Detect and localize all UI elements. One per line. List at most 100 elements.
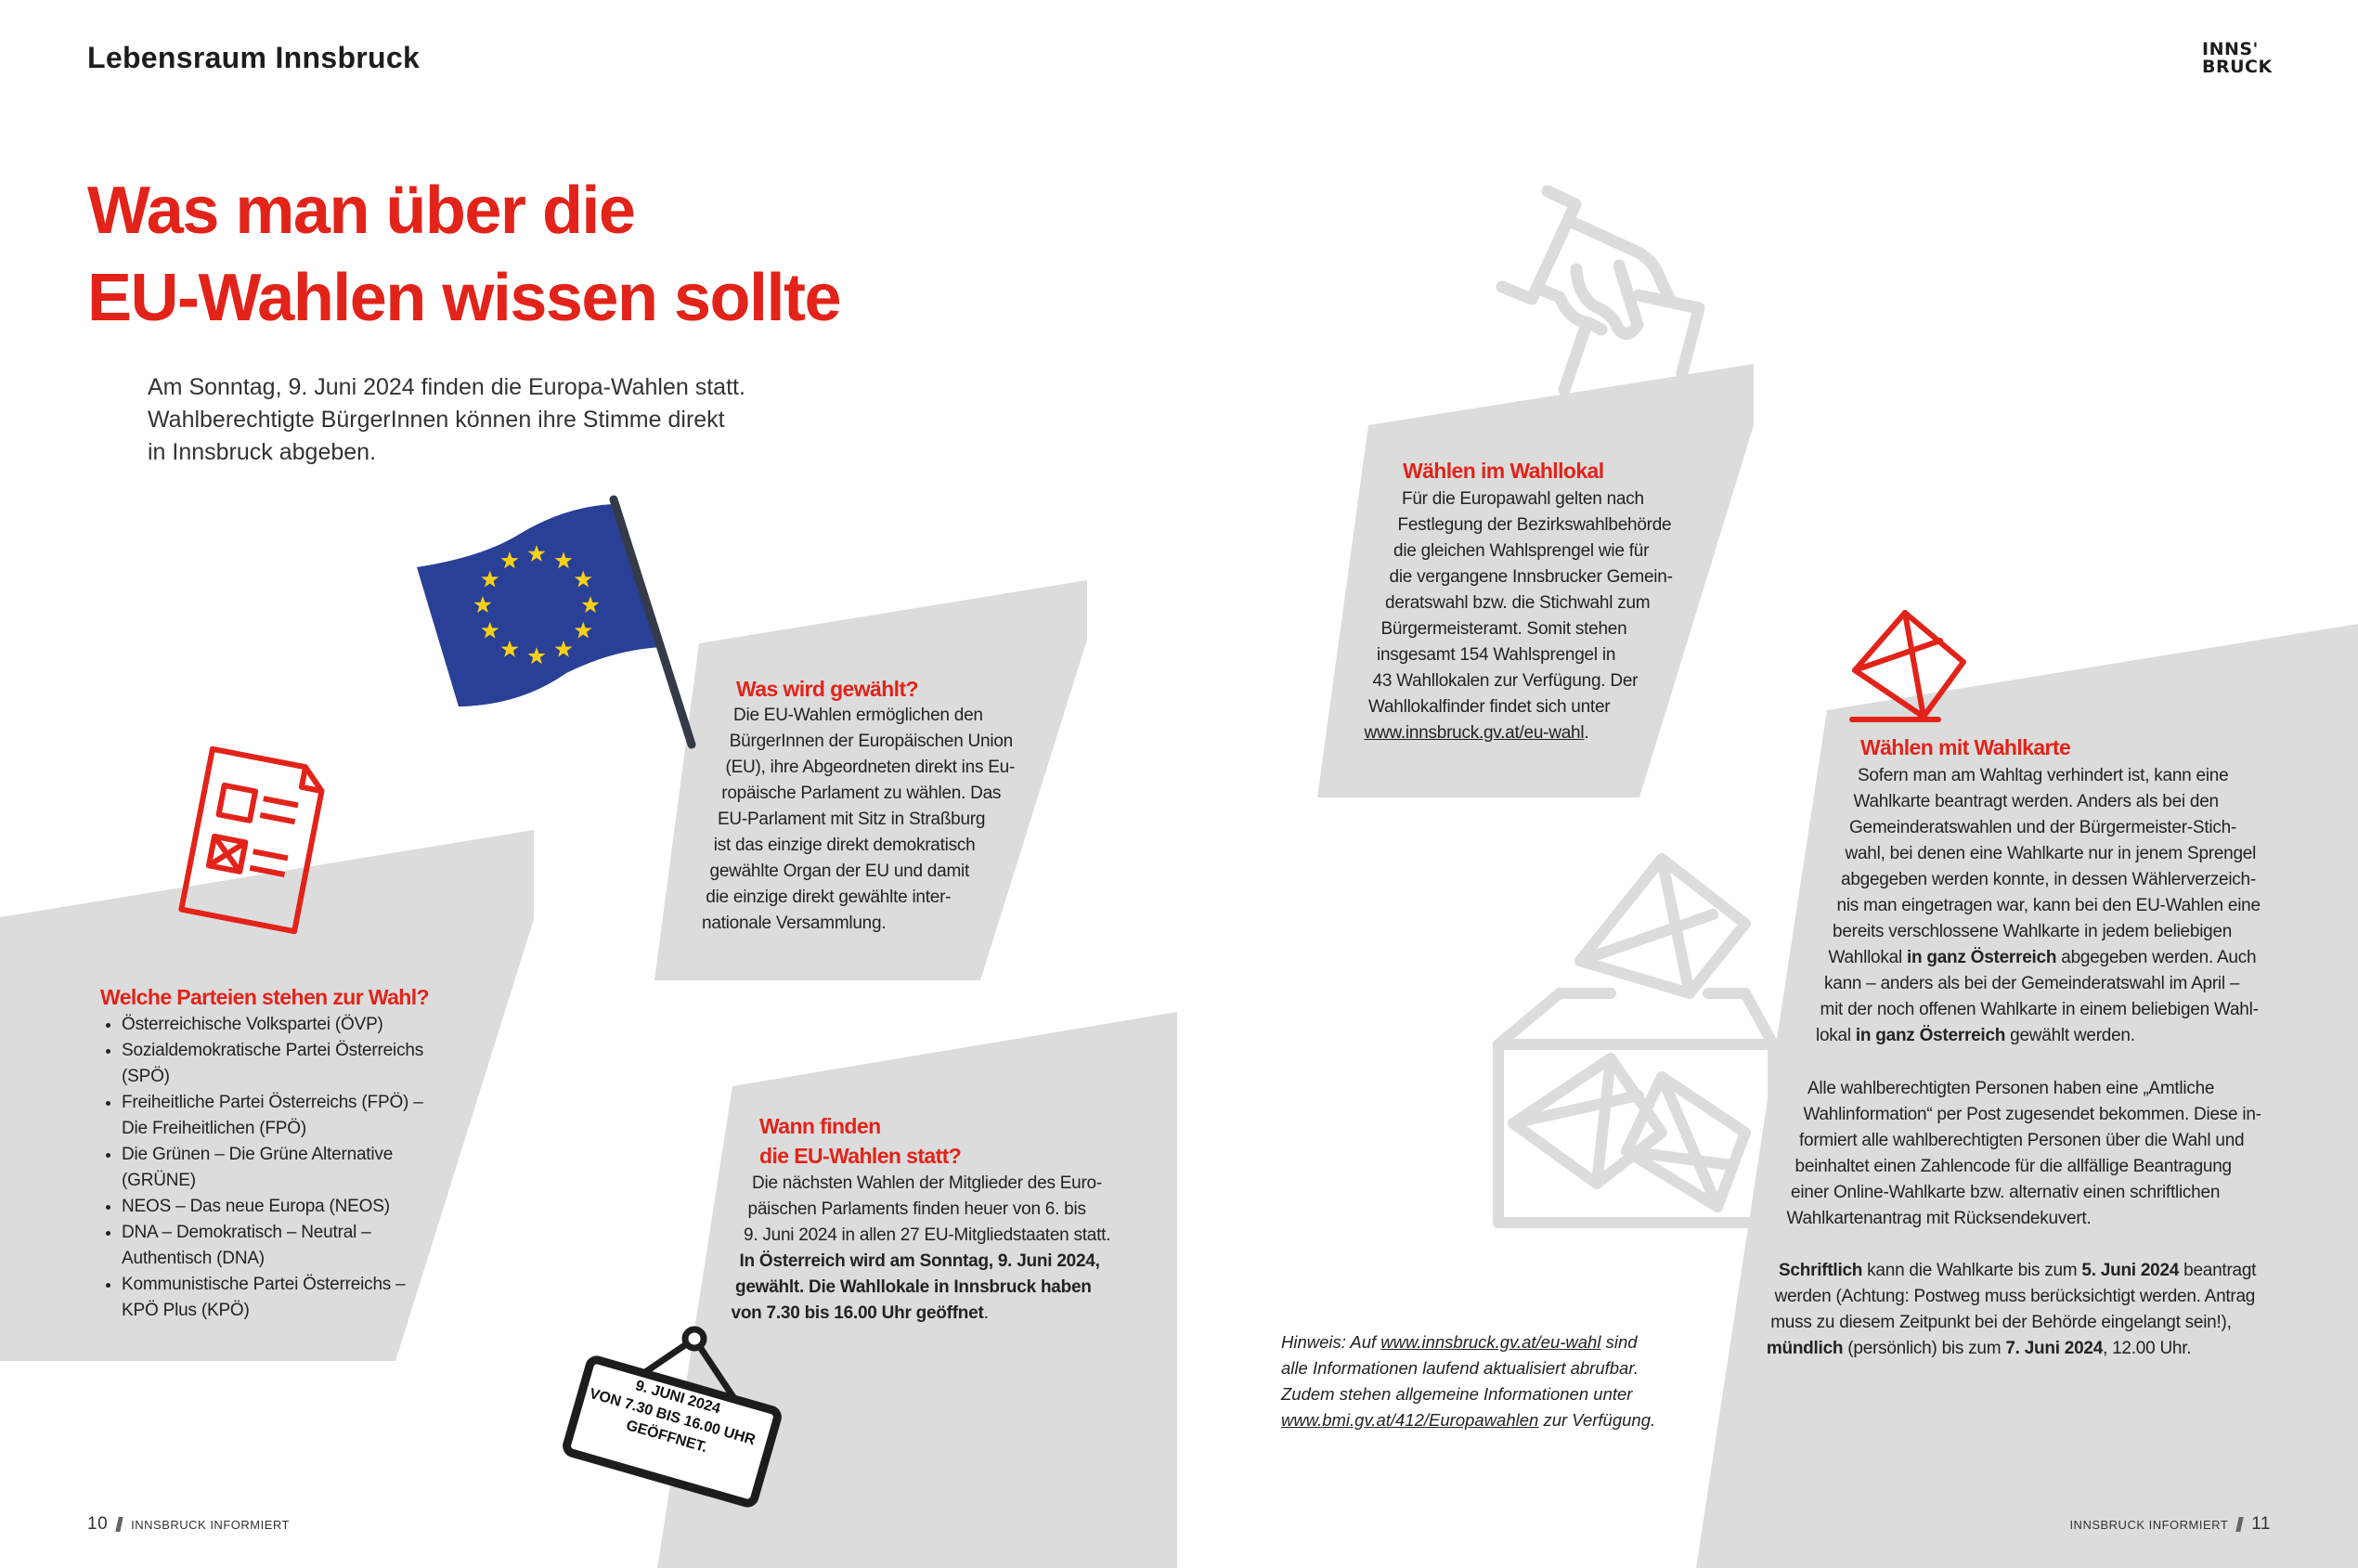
text-line: (EU), ihre Abgeordneten direkt ins Eu- bbox=[725, 758, 1016, 777]
text-line: päischen Parlaments finden heuer von 6. … bbox=[747, 1199, 1086, 1219]
flag-star bbox=[527, 647, 546, 665]
text-line: Wahlkarte beantragt werden. Anders als b… bbox=[1853, 792, 2220, 811]
party-item: Sozialdemokratische Partei Österreichs (… bbox=[122, 1038, 428, 1090]
text-segment: in ganz Österreich bbox=[1855, 1026, 2006, 1045]
text-line: Gemeinderatswahlen und der Bürgermeister… bbox=[1849, 818, 2237, 837]
text-line: mit der noch offenen Wahlkarte in einem … bbox=[1820, 1000, 2259, 1019]
wahlkarte-heading: Wählen mit Wahlkarte bbox=[1860, 735, 2071, 759]
text-line: Die EU-Wahlen ermöglichen den bbox=[733, 706, 983, 725]
wahlkarte-text-1: Sofern man am Wahltag verhindert ist, ka… bbox=[1816, 763, 2261, 1049]
text-segment: Wahllokal bbox=[1828, 948, 1907, 967]
text-line: ist das einzige direkt demokratisch bbox=[713, 836, 976, 855]
text-line: Wahllokalfinder findet sich unter bbox=[1368, 697, 1611, 717]
text-line: Für die Europawahl gelten nach bbox=[1402, 489, 1644, 509]
envelope-ballot-icon bbox=[1849, 610, 1966, 722]
flag-star bbox=[554, 640, 573, 657]
text-line: beinhaltet einen Zahlencode für die allf… bbox=[1794, 1157, 2233, 1176]
panel-was-wird bbox=[654, 580, 1087, 980]
text-line: Wahlinformation“ per Post zugesendet bek… bbox=[1803, 1105, 2262, 1124]
title-line-2: EU-Wahlen wissen sollte bbox=[87, 261, 842, 335]
text-line: muss zu diesem Zeitpunkt bei der Behörde… bbox=[1770, 1313, 2232, 1332]
flag-star bbox=[554, 551, 573, 569]
flag-star bbox=[500, 551, 519, 569]
text-line: mündlich (persönlich) bis zum 7. Juni 20… bbox=[1767, 1336, 2256, 1362]
logo-line-1: INNS' bbox=[2202, 39, 2259, 59]
intro-line: Wahlberechtigte BürgerInnen können ihre … bbox=[148, 407, 725, 433]
slash-divider bbox=[2235, 1517, 2244, 1532]
text-segment: 7. Juni 2024 bbox=[2005, 1339, 2104, 1358]
hinweis-note: Hinweis: Auf www.innsbruck.gv.at/eu-wahl… bbox=[1281, 1329, 1655, 1433]
wann-heading-line: die EU-Wahlen statt? bbox=[759, 1144, 962, 1168]
flag-star bbox=[527, 544, 546, 562]
innsbruck-eu-wahl-link[interactable]: www.innsbruck.gv.at/eu-wahl bbox=[1380, 1332, 1601, 1352]
text-line: bereits verschlossene Wahlkarte in jedem… bbox=[1833, 922, 2233, 941]
bmi-europawahlen-link[interactable]: www.bmi.gv.at/412/Europawahlen bbox=[1281, 1410, 1539, 1430]
text-line: Festlegung der Bezirkswahlbehörde bbox=[1397, 515, 1672, 535]
text-line: Die nächsten Wahlen der Mitglieder des E… bbox=[752, 1173, 1102, 1193]
hinweis-text: Zudem stehen allgemeine Informationen un… bbox=[1281, 1384, 1633, 1404]
wahlkarte-text-2: Alle wahlberechtigten Personen haben ein… bbox=[1787, 1076, 2262, 1232]
was-wird-heading: Was wird gewählt? bbox=[736, 677, 919, 701]
page-number: 11 bbox=[2251, 1514, 2271, 1534]
text-line: die gleichen Wahlsprengel wie für bbox=[1393, 541, 1650, 561]
was-wird-text: Die EU-Wahlen ermöglichen den BürgerInnen… bbox=[702, 703, 1015, 937]
text-line: In Österreich wird am Sonntag, 9. Juni 2… bbox=[740, 1249, 1111, 1275]
title-line-1: Was man über die bbox=[87, 174, 636, 248]
text-line: abgegeben werden konnte, in dessen Wähle… bbox=[1841, 870, 2256, 889]
text-segment: Schriftlich bbox=[1779, 1261, 1863, 1280]
text-line: ropäische Parlament zu wählen. Das bbox=[721, 784, 1002, 803]
text-line: wahl, bei denen eine Wahlkarte nur in je… bbox=[1845, 844, 2257, 863]
section-title: Lebensraum Innsbruck bbox=[87, 41, 421, 74]
text-line: Wahlkartenantrag mit Rücksendekuvert. bbox=[1786, 1209, 2092, 1228]
publication-name: INNSBRUCK INFORMIERT bbox=[131, 1517, 290, 1532]
hand-ballot-icon bbox=[1496, 185, 1705, 396]
party-item: DNA – Demokratisch – Neutral – Authentis… bbox=[122, 1220, 428, 1272]
flag-star bbox=[473, 596, 492, 614]
ballot-box-icon bbox=[1493, 853, 1779, 1228]
text-line: die einzige direkt gewählte inter- bbox=[706, 888, 952, 907]
text-segment: gewählt. Die Wahllokale in Innsbruck hab… bbox=[735, 1277, 1092, 1297]
party-list: Österreichische Volkspartei (ÖVP)Soziald… bbox=[100, 1012, 428, 1324]
text-line: www.innsbruck.gv.at/eu-wahl. bbox=[1365, 720, 1673, 746]
wahlkarte-text-3: Schriftlich kann die Wahlkarte bis zum 5… bbox=[1767, 1258, 2257, 1362]
hinweis-text: zur Verfügung. bbox=[1538, 1410, 1656, 1430]
wahllokal-text: Für die Europawahl gelten nach Festlegung… bbox=[1365, 486, 1673, 746]
flag-star bbox=[581, 596, 600, 614]
panel-wahllokal bbox=[1317, 364, 1754, 797]
footer-right: INNSBRUCK INFORMIERT 11 bbox=[2069, 1514, 2271, 1535]
text-segment: kann die Wahlkarte bis zum bbox=[1862, 1261, 2082, 1280]
text-segment: lokal bbox=[1816, 1026, 1856, 1045]
text-line: 9. Juni 2024 in allen 27 EU-Mitgliedstaa… bbox=[744, 1225, 1111, 1245]
text-line: gewählt. Die Wahllokale in Innsbruck hab… bbox=[735, 1275, 1110, 1301]
flag-star bbox=[574, 621, 592, 639]
text-segment: mündlich bbox=[1766, 1339, 1844, 1358]
hinweis-text: sind bbox=[1600, 1332, 1638, 1352]
text-line: nationale Versammlung. bbox=[702, 914, 887, 933]
logo-line-2: BRUCK bbox=[2202, 57, 2273, 77]
text-line: einer Online-Wahlkarte bzw. alternativ e… bbox=[1791, 1183, 2221, 1202]
party-item: Österreichische Volkspartei (ÖVP) bbox=[122, 1012, 428, 1038]
text-line: von 7.30 bis 16.00 Uhr geöffnet. bbox=[732, 1301, 1111, 1327]
text-segment: 5. Juni 2024 bbox=[2081, 1261, 2180, 1280]
party-item: Freiheitliche Partei Österreichs (FPÖ) –… bbox=[122, 1090, 428, 1142]
text-segment: . bbox=[1584, 723, 1589, 743]
text-segment: beantragt bbox=[2179, 1261, 2257, 1280]
text-segment: (persönlich) bis zum bbox=[1843, 1339, 2006, 1358]
text-line: 43 Wahllokalen zur Verfügung. Der bbox=[1372, 671, 1639, 691]
wahllokalfinder-link[interactable]: www.innsbruck.gv.at/eu-wahl bbox=[1364, 723, 1585, 743]
intro-line: in Innsbruck abgeben. bbox=[148, 439, 377, 465]
eu-flag-icon bbox=[417, 495, 696, 749]
text-segment: gewählt werden. bbox=[2005, 1026, 2135, 1045]
footer-left: 10 INNSBRUCK INFORMIERT bbox=[87, 1514, 290, 1535]
open-sign-icon bbox=[563, 1326, 782, 1508]
text-line: Schriftlich kann die Wahlkarte bis zum 5… bbox=[1779, 1258, 2256, 1284]
flag-star bbox=[500, 640, 519, 657]
party-item: Die Grünen – Die Grüne Alternative (GRÜN… bbox=[122, 1142, 428, 1194]
wann-heading-line: Wann finden bbox=[759, 1114, 881, 1138]
party-item: Kommunistische Partei Österreichs – KPÖ … bbox=[122, 1272, 428, 1324]
text-line: BürgerInnen der Europäischen Union bbox=[729, 732, 1013, 751]
text-line: Alle wahlberechtigten Personen haben ein… bbox=[1807, 1079, 2215, 1098]
flag-star bbox=[481, 621, 499, 639]
text-line: die vergangene Innsbrucker Gemein- bbox=[1389, 567, 1673, 587]
text-line: insgesamt 154 Wahlsprengel in bbox=[1377, 645, 1616, 665]
